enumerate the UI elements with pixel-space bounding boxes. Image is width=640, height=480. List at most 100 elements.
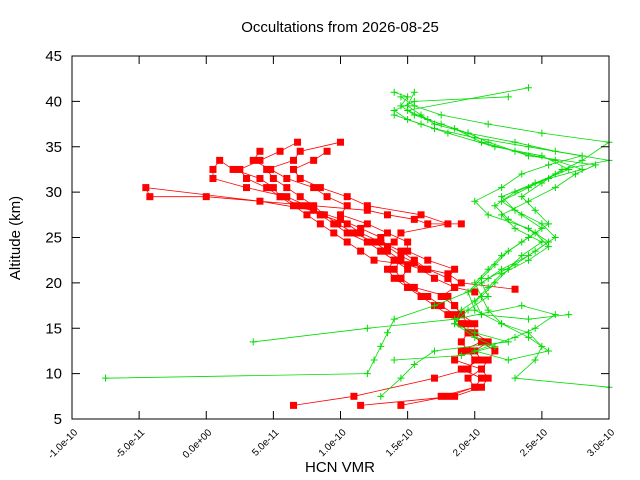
data-point-square xyxy=(444,311,452,319)
data-point-square xyxy=(457,347,465,355)
data-point-plus xyxy=(471,279,479,287)
data-point-plus xyxy=(545,175,553,183)
data-point-square xyxy=(377,234,385,241)
data-point-plus xyxy=(410,361,418,369)
x-axis-label: HCN VMR xyxy=(305,459,375,476)
data-point-plus xyxy=(545,161,553,169)
data-point-plus xyxy=(498,320,506,328)
data-point-plus xyxy=(531,356,539,364)
y-tick-label: 20 xyxy=(45,275,62,292)
y-axis-label: Altitude (km) xyxy=(7,196,24,280)
data-point-square xyxy=(330,229,338,237)
data-point-square xyxy=(451,302,459,310)
data-point-plus xyxy=(498,265,506,273)
data-point-square xyxy=(390,265,398,273)
data-point-square xyxy=(464,320,472,328)
data-point-square xyxy=(296,147,304,155)
data-point-plus xyxy=(377,342,385,350)
data-point-plus xyxy=(363,370,371,378)
data-point-square xyxy=(303,202,311,210)
series-line xyxy=(400,96,611,388)
data-point-plus xyxy=(524,315,532,323)
data-point-plus xyxy=(538,129,546,137)
data-point-square xyxy=(430,274,438,282)
data-point-square xyxy=(457,311,465,319)
data-point-square xyxy=(343,193,351,201)
data-point-square xyxy=(390,256,398,264)
data-point-plus xyxy=(518,252,526,260)
data-point-square xyxy=(383,265,391,273)
data-point-square xyxy=(249,156,257,164)
data-point-plus xyxy=(524,152,532,160)
data-point-square xyxy=(397,274,405,282)
data-point-plus xyxy=(524,224,532,232)
data-point-square xyxy=(363,220,371,228)
data-point-plus xyxy=(511,224,519,232)
y-tick-label: 40 xyxy=(45,93,62,110)
data-point-plus xyxy=(538,152,546,160)
data-point-plus xyxy=(491,202,499,210)
data-point-square xyxy=(484,374,492,382)
chart-title: Occultations from 2026-08-25 xyxy=(241,19,439,36)
data-point-plus xyxy=(383,329,391,337)
data-point-square xyxy=(290,401,298,409)
data-point-square xyxy=(363,238,371,246)
data-point-plus xyxy=(477,138,485,146)
data-point-square xyxy=(404,283,412,291)
data-point-square xyxy=(316,184,324,192)
data-point-square xyxy=(417,292,425,300)
data-point-square xyxy=(256,147,264,155)
data-point-plus xyxy=(397,93,405,101)
data-point-square xyxy=(404,238,412,246)
data-point-square xyxy=(417,211,425,219)
data-point-square xyxy=(477,374,485,382)
series-12 xyxy=(390,93,586,364)
y-tick-label: 25 xyxy=(45,230,62,247)
data-point-square xyxy=(310,156,318,164)
data-point-plus xyxy=(390,315,398,323)
data-point-plus xyxy=(531,324,539,332)
data-point-plus xyxy=(430,302,438,310)
data-point-plus xyxy=(518,193,526,201)
data-point-square xyxy=(451,392,459,400)
data-point-square xyxy=(267,165,275,173)
data-point-plus xyxy=(370,356,378,364)
data-point-square xyxy=(457,365,465,373)
data-point-plus xyxy=(524,197,532,205)
data-point-square xyxy=(357,247,365,255)
data-point-square xyxy=(424,292,432,300)
data-point-square xyxy=(377,247,385,255)
data-point-plus xyxy=(565,165,573,173)
data-point-plus xyxy=(484,211,492,219)
data-point-plus xyxy=(511,374,519,382)
data-point-square xyxy=(491,347,499,355)
data-point-square xyxy=(276,193,284,201)
data-point-plus xyxy=(511,188,519,196)
data-point-square xyxy=(283,175,291,183)
data-point-square xyxy=(370,256,378,264)
data-point-square xyxy=(444,292,452,300)
data-point-square xyxy=(276,147,284,155)
data-point-plus xyxy=(491,342,499,350)
y-tick-label: 10 xyxy=(45,366,62,383)
data-point-square xyxy=(357,224,365,232)
data-point-square xyxy=(256,175,264,183)
data-point-square xyxy=(404,261,412,269)
data-point-square xyxy=(477,356,485,364)
data-point-square xyxy=(437,392,445,400)
data-point-plus xyxy=(390,356,398,364)
data-point-square xyxy=(202,193,210,201)
data-point-plus xyxy=(518,238,526,246)
data-point-square xyxy=(337,215,344,223)
data-point-square xyxy=(424,265,432,273)
data-point-square xyxy=(484,338,492,346)
series-6 xyxy=(209,156,479,296)
data-point-square xyxy=(484,356,492,364)
data-point-plus xyxy=(484,292,492,300)
data-point-square xyxy=(471,356,479,364)
data-point-plus xyxy=(397,374,405,382)
data-point-plus xyxy=(551,184,559,192)
data-point-square xyxy=(477,383,485,391)
data-point-square xyxy=(343,202,351,210)
data-point-square xyxy=(464,365,472,373)
